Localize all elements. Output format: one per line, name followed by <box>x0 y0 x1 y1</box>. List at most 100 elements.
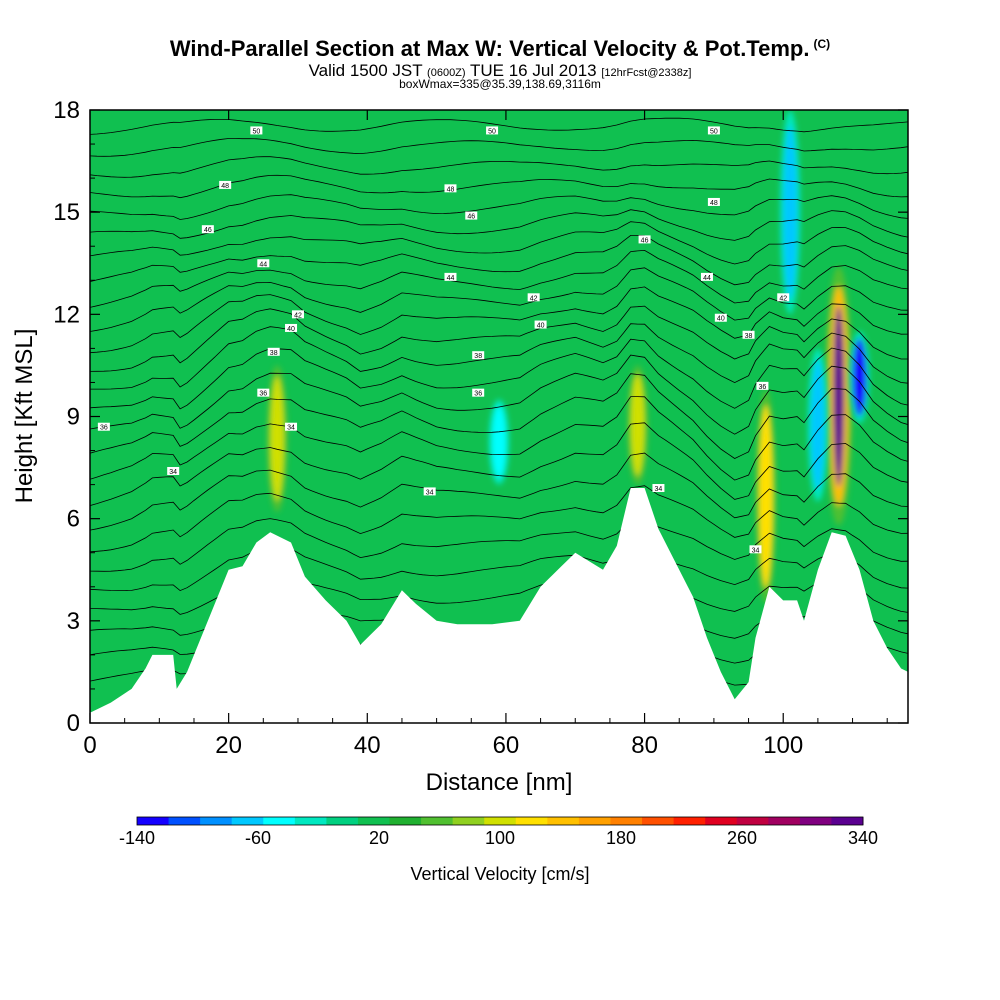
contour-label: 34 <box>167 466 180 476</box>
svg-text:44: 44 <box>259 261 267 268</box>
contour-label: 46 <box>638 235 651 244</box>
colorbar-label: Vertical Velocity [cm/s] <box>410 864 589 884</box>
contour-label: 50 <box>250 126 263 135</box>
x-tick-label: 0 <box>83 732 96 759</box>
svg-text:36: 36 <box>259 391 267 398</box>
isentrope-line <box>90 323 908 390</box>
contour-label: 36 <box>472 388 485 398</box>
contour-label: 38 <box>267 347 280 357</box>
isentrope-line <box>90 396 908 481</box>
isentrope-line <box>90 221 908 265</box>
svg-text:44: 44 <box>703 275 711 282</box>
contour-label: 44 <box>700 272 713 282</box>
colorbar-frame <box>136 816 864 826</box>
isentrope-line <box>90 209 908 241</box>
y-axis-label: Height [Kft MSL] <box>11 329 38 504</box>
y-tick-label: 0 <box>67 710 80 737</box>
colorbar-swatch <box>736 817 769 825</box>
velocity-feature <box>849 331 870 424</box>
svg-text:50: 50 <box>252 128 260 135</box>
svg-text:48: 48 <box>221 183 229 190</box>
svg-text:34: 34 <box>287 425 295 432</box>
isentrope-line <box>90 546 908 592</box>
colorbar-swatch <box>231 817 264 825</box>
contour-label: 38 <box>472 351 485 360</box>
svg-text:48: 48 <box>447 186 455 193</box>
colorbar-tick-label: 20 <box>369 828 389 848</box>
svg-text:42: 42 <box>530 295 538 302</box>
colorbar-swatch <box>389 817 422 825</box>
colorbar-swatch <box>705 817 738 825</box>
isentrope-line <box>90 338 908 410</box>
contour-label: 34 <box>285 422 298 432</box>
plot-area: 36 34 36 38 34 40 42 44 46 48 50 34 36 38 40 42 44 46 48 50… <box>89 109 909 724</box>
svg-text:38: 38 <box>270 350 278 357</box>
x-tick-label: 100 <box>763 732 803 759</box>
colorbar-tick-label: 100 <box>485 828 515 848</box>
isentrope-line <box>90 138 908 157</box>
svg-text:36: 36 <box>474 391 482 398</box>
svg-text:36: 36 <box>100 425 108 432</box>
isentrope-line <box>90 452 908 531</box>
contour-label: 48 <box>444 184 457 193</box>
x-tick-label: 20 <box>215 732 242 759</box>
contour-label: 42 <box>777 293 790 302</box>
contour-label: 36 <box>97 422 110 432</box>
colorbar-swatch <box>673 817 706 825</box>
contour-label: 48 <box>707 197 720 207</box>
contour-label: 46 <box>465 211 478 221</box>
y-tick-label: 18 <box>53 97 80 124</box>
velocity-feature <box>807 348 828 502</box>
y-tick-label: 9 <box>67 404 80 431</box>
colorbar-swatch <box>263 817 296 825</box>
chart-subtitle: Valid 1500 JST (0600Z) TUE 16 Jul 2013 [… <box>308 61 692 80</box>
chart-title: Wind-Parallel Section at Max W: Vertical… <box>169 36 831 61</box>
contour-label: 48 <box>219 180 232 190</box>
contour-label: 34 <box>423 487 436 496</box>
contour-label: 42 <box>291 310 304 319</box>
isentrope-line <box>90 249 908 308</box>
svg-text:46: 46 <box>641 237 649 244</box>
svg-text:34: 34 <box>752 547 760 554</box>
velocity-feature <box>627 365 648 485</box>
isentrope-line <box>90 422 908 506</box>
isentrope-line <box>90 354 908 435</box>
colorbar-swatch <box>484 817 517 825</box>
svg-text:44: 44 <box>447 275 455 282</box>
isentrope-line <box>90 156 908 178</box>
isentrope-line <box>90 267 908 332</box>
svg-text:34: 34 <box>169 469 177 476</box>
velocity-feature <box>489 399 509 485</box>
svg-text:50: 50 <box>488 128 496 135</box>
x-axis-label: Distance [nm] <box>426 769 573 796</box>
y-tick-label: 6 <box>67 506 80 533</box>
colorbar: -140 -60 20 100 180 260 340 <box>119 816 878 848</box>
contour-label: 44 <box>444 272 457 282</box>
terrain-mask <box>90 488 908 723</box>
colorbar-swatch <box>610 817 643 825</box>
contour-label: 34 <box>652 484 665 493</box>
y-tick-label: 12 <box>53 301 80 328</box>
colorbar-swatch <box>515 817 548 825</box>
colorbar-swatch <box>831 817 864 825</box>
colorbar-swatch <box>357 817 391 825</box>
colorbar-tick-label: 340 <box>848 828 878 848</box>
isentrope-line <box>90 286 908 354</box>
contour-label: 50 <box>486 126 499 135</box>
isentrope-line <box>90 485 908 553</box>
colorbar-swatch <box>799 817 832 825</box>
contour-label: 50 <box>707 126 720 135</box>
colorbar-swatch <box>294 817 327 825</box>
contour-label: 44 <box>257 259 270 268</box>
x-tick-label: 80 <box>631 732 658 759</box>
colorbar-tick-label: 180 <box>606 828 636 848</box>
colorbar-swatch <box>452 817 485 825</box>
svg-text:40: 40 <box>287 326 295 333</box>
contour-label: 40 <box>285 323 298 333</box>
isentrope-line <box>90 518 908 572</box>
isentrope-line <box>90 305 908 372</box>
svg-text:48: 48 <box>710 200 718 207</box>
contour-label: 40 <box>714 313 727 323</box>
